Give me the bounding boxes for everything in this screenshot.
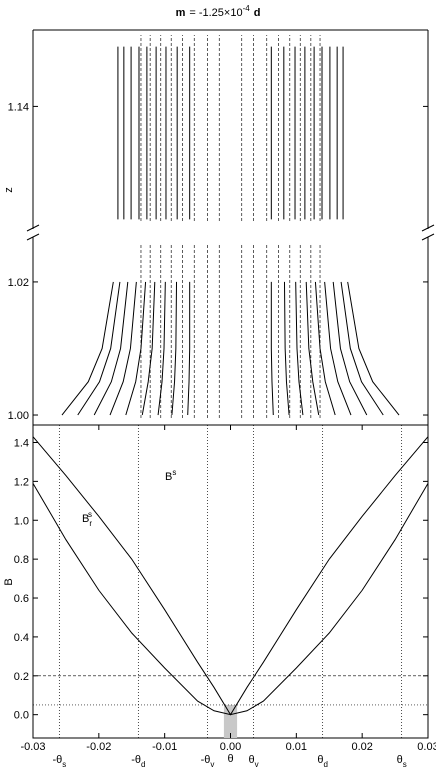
field-line [157,281,166,416]
field-line [125,281,147,416]
y-tick-label: 1.2 [14,476,29,488]
marker-label: θv [248,754,258,769]
y-tick-label: 0.6 [14,593,29,605]
legend-label-part: B [82,513,89,525]
field-line [295,281,304,416]
field-line [141,281,156,416]
marker-label: θs [397,754,407,769]
field-line [314,281,336,416]
x-tick-label: -0.03 [20,741,45,753]
axis-break [26,233,40,241]
x-tick-label: 0.02 [351,741,372,753]
y-tick-label: 0.8 [14,554,29,566]
marker-label-part: -θ [201,754,211,766]
legend-label-part: r [89,519,92,528]
field-line [340,281,384,416]
y-tick-label: 1.00 [8,410,29,422]
x-tick-label: 0.03 [417,741,436,753]
curve [32,483,429,716]
axis-break [421,233,435,241]
axis-break [421,224,435,232]
curve [32,436,429,716]
marker-label-part: -θ [52,754,62,766]
y-tick-label: 1.4 [14,437,29,449]
y-tick-label: 1.0 [14,515,29,527]
x-axis-label: θ [227,753,233,765]
plot-frame [32,424,429,739]
field-line [270,281,274,416]
marker-label-part: s [62,760,66,769]
shaded-band [223,704,238,738]
field-line [77,281,121,416]
field-line [61,281,114,416]
chart-title-part: m [176,7,186,19]
marker-label-part: d [324,760,328,769]
x-tick-label: -0.02 [86,741,111,753]
field-line [324,281,352,416]
legend-label: Brs [82,510,92,528]
marker-label-part: d [141,760,145,769]
legend-label-part: B [165,471,172,483]
y-tick-label: 0.4 [14,632,29,644]
y-axis-label: z [3,187,15,193]
field-line [332,281,368,416]
legend-label: Bs [165,468,176,483]
x-tick-label: 0.01 [286,741,307,753]
marker-label: -θs [52,754,66,769]
marker-label-part: v [255,760,259,769]
field-line [187,281,191,416]
field-line [305,281,320,416]
chart-title-part: = -1.25×10 [189,7,242,19]
chart-title: m = -1.25×10-4 d [176,4,261,19]
legend-label-part: s [88,510,92,519]
marker-label-part: θ [397,754,403,766]
marker-label-part: θ [317,754,323,766]
marker-label-part: θ [248,754,254,766]
chart-title-part: d [254,7,261,19]
y-tick-label: 0.2 [14,671,29,683]
marker-label: θd [317,754,328,769]
x-tick-label: -0.01 [152,741,177,753]
y-tick-label: 1.14 [8,101,29,113]
y-tick-label: 1.02 [8,277,29,289]
field-line [93,281,129,416]
field-line [347,281,400,416]
field-line [109,281,137,416]
chart-title-part: -4 [243,4,251,13]
legend-label-part: s [172,468,176,477]
x-tick-label: 0.00 [220,741,241,753]
axis-break [26,224,40,232]
marker-label: -θv [201,754,215,769]
y-tick-label: 0.0 [14,710,29,722]
field-line [283,281,290,416]
marker-label-part: v [210,760,214,769]
marker-label-part: -θ [131,754,141,766]
marker-label-part: s [403,760,407,769]
field-line [171,281,178,416]
marker-label: -θd [131,754,145,769]
y-axis-label: B [3,578,15,585]
